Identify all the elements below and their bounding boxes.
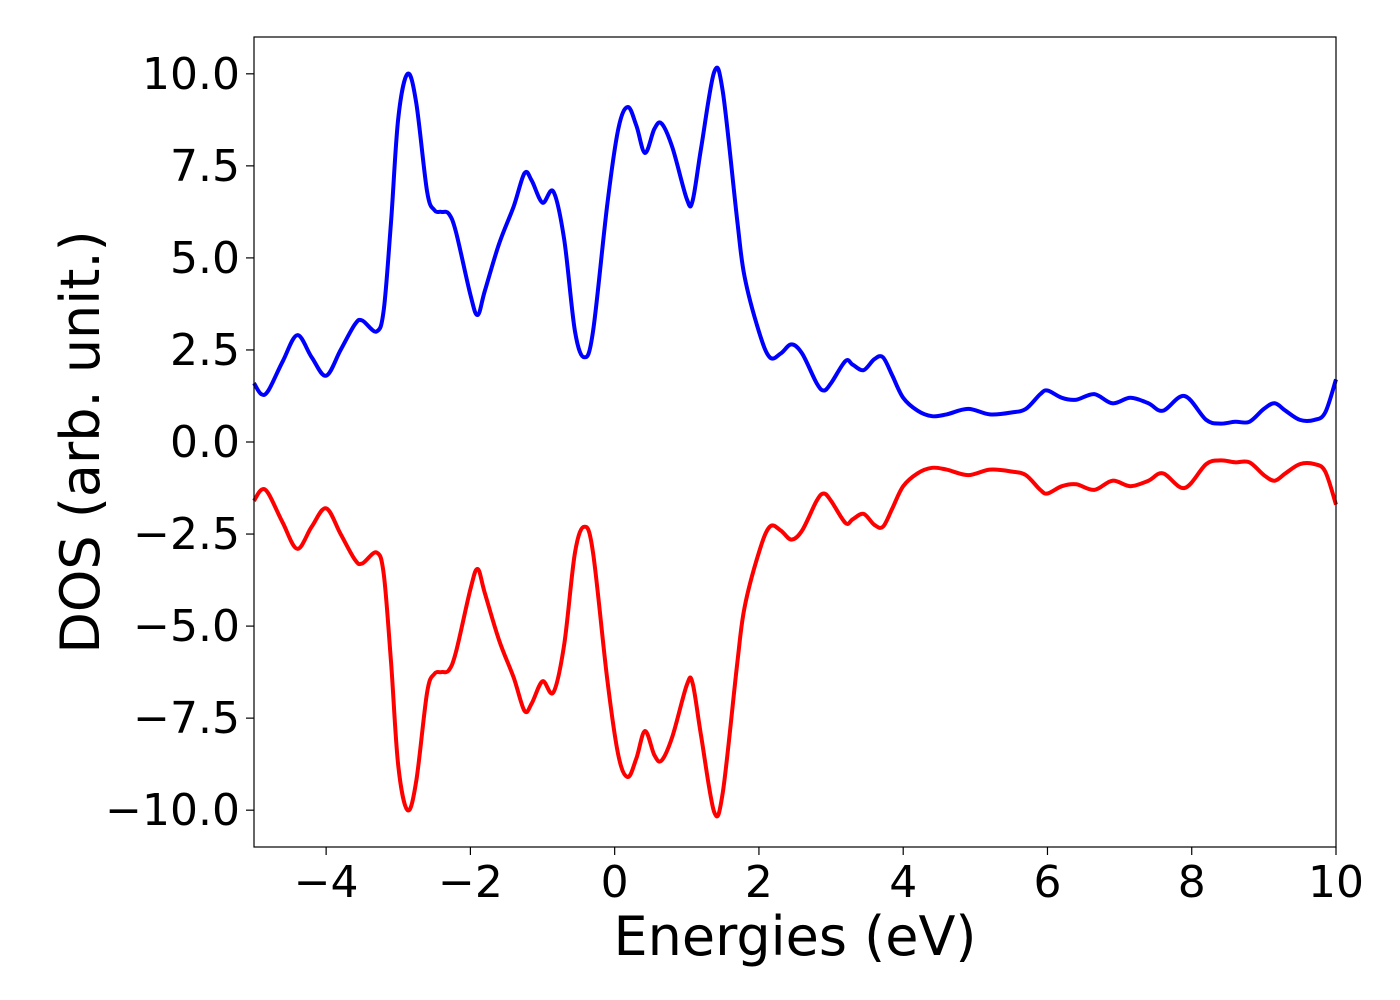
- y-tick-label: 5.0: [170, 233, 240, 284]
- y-tick-label: −7.5: [133, 693, 240, 744]
- y-tick-label: −10.0: [105, 785, 240, 836]
- x-tick-label: 8: [1178, 857, 1206, 908]
- y-tick-label: 0.0: [170, 417, 240, 468]
- x-tick-label: 0: [601, 857, 629, 908]
- x-tick-label: 6: [1033, 857, 1061, 908]
- x-axis-label: Energies (eV): [614, 905, 977, 968]
- series-line-1: [252, 65, 1338, 426]
- y-tick-label: −5.0: [133, 601, 240, 652]
- y-tick-label: −2.5: [133, 509, 240, 560]
- y-tick-label: 10.0: [142, 49, 240, 100]
- y-axis-ticks: 10.0 7.5 5.0 2.5 0.0 −2.5 −5.0 −7.5 −10.0: [105, 49, 254, 836]
- x-tick-label: 4: [889, 857, 917, 908]
- y-tick-label: 7.5: [170, 141, 240, 192]
- x-tick-label: 2: [745, 857, 773, 908]
- y-tick-label: 2.5: [170, 325, 240, 376]
- series-layer: [252, 65, 1338, 819]
- series-line-2: [252, 458, 1338, 819]
- y-axis-label: DOS (arb. unit.): [49, 230, 112, 653]
- x-tick-label: 10: [1308, 857, 1364, 908]
- x-axis-ticks: −4 −2 0 2 4 6 8 10: [294, 847, 1364, 908]
- x-tick-label: −2: [438, 857, 503, 908]
- x-tick-label: −4: [294, 857, 359, 908]
